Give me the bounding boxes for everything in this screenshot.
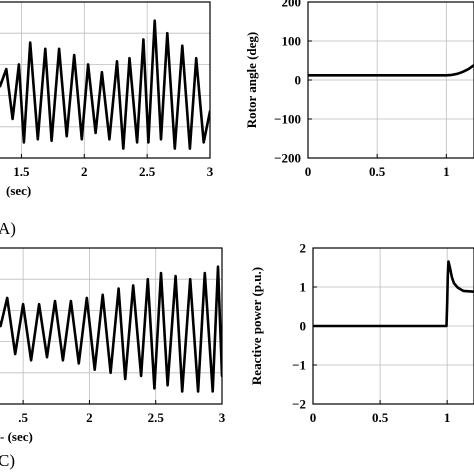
x-tick-label: 3 xyxy=(219,410,226,425)
x-tick-label: 2.5 xyxy=(139,164,156,179)
chart-c-right: 0 0.5 1 2 1 0 −1 −2 Reactive power (p.u.) xyxy=(249,241,474,425)
series-line xyxy=(313,260,474,328)
x-tick-label: 1.5 xyxy=(13,164,30,179)
x-tick-label: 2.5 xyxy=(148,410,165,425)
y-tick-label: 200 xyxy=(282,0,302,10)
y-tick-label: 1 xyxy=(300,280,307,295)
chart-a-left: 1.5 2 2.5 3 (sec) A) xyxy=(0,1,214,238)
y-tick-label: 2 xyxy=(300,241,307,256)
x-axis-title: - (sec) xyxy=(0,429,33,444)
series-line xyxy=(0,265,222,393)
panel-label: C) xyxy=(0,451,15,470)
y-tick-label: −1 xyxy=(292,358,306,373)
x-tick-label: 1 xyxy=(444,410,451,425)
y-tick-label: −200 xyxy=(274,151,301,166)
y-tick-label: 0 xyxy=(295,73,302,88)
axes-frame xyxy=(0,247,223,405)
x-tick-label: 3 xyxy=(207,164,214,179)
series-line xyxy=(0,19,210,150)
y-tick-label: −100 xyxy=(274,112,301,127)
y-axis-title: Rotor angle (deg) xyxy=(244,32,259,129)
x-tick-label: 2 xyxy=(86,410,93,425)
x-tick-label: 2 xyxy=(81,164,88,179)
x-tick-label: 0 xyxy=(305,164,312,179)
y-tick-label: 100 xyxy=(282,34,302,49)
x-tick-label: 0 xyxy=(310,410,317,425)
x-tick-label: 0.5 xyxy=(372,410,389,425)
x-tick-label: .5 xyxy=(18,410,28,425)
axes-frame xyxy=(0,1,211,159)
chart-a-right: 0 0.5 1 200 100 0 −100 −200 Rotor angle (deg) xyxy=(244,0,474,179)
y-axis-title: Reactive power (p.u.) xyxy=(249,267,264,385)
chart-c-left: .5 2 2.5 3 - (sec) C) xyxy=(0,247,226,470)
x-tick-label: 1 xyxy=(443,164,450,179)
series-line xyxy=(308,63,474,77)
panel-label: A) xyxy=(0,219,16,238)
y-tick-label: −2 xyxy=(292,397,306,412)
x-tick-label: 0.5 xyxy=(369,164,386,179)
x-axis-title: (sec) xyxy=(6,183,31,198)
y-tick-label: 0 xyxy=(300,319,307,334)
